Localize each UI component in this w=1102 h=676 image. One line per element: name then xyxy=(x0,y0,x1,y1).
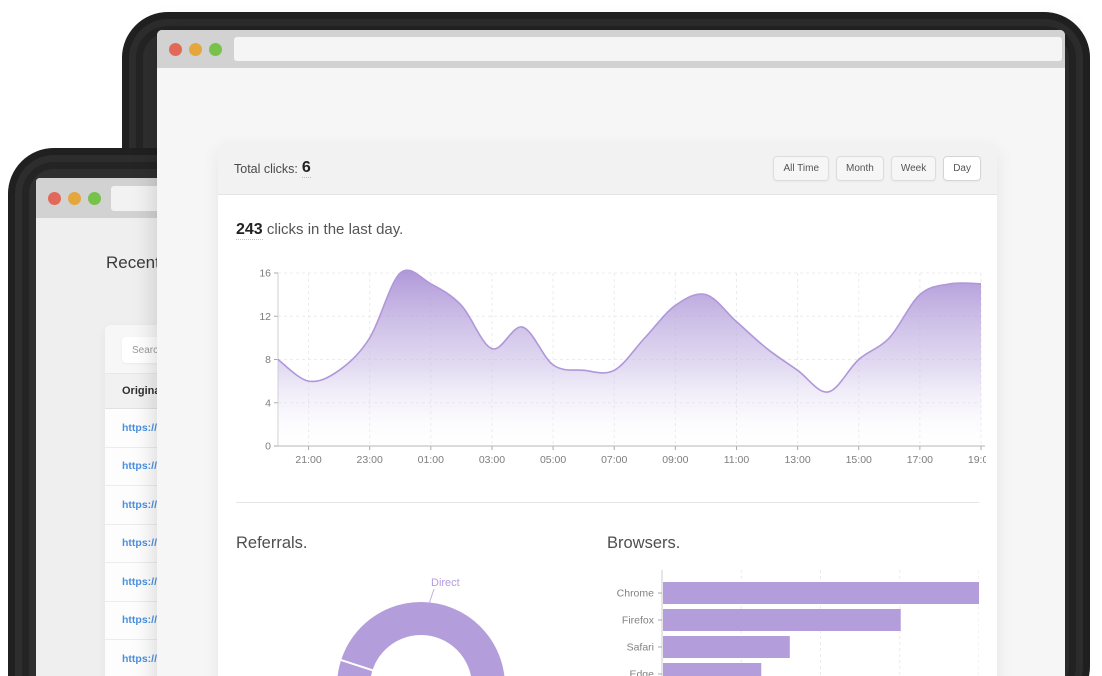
svg-text:Firefox: Firefox xyxy=(622,615,655,627)
original-url-link[interactable]: https:// xyxy=(122,537,157,550)
original-url-link[interactable]: https:// xyxy=(122,460,157,473)
clicks-headline: 243 clicks in the last day. xyxy=(236,221,979,240)
traffic-light-yellow-icon[interactable] xyxy=(189,42,202,56)
svg-text:13:00: 13:00 xyxy=(784,454,810,466)
analytics-card-header: Total clicks: 6 All Time Month Week Day xyxy=(218,143,997,195)
clicks-count: 243 xyxy=(236,221,263,240)
original-url-link[interactable]: https:// xyxy=(122,421,157,434)
filter-all-time-button[interactable]: All Time xyxy=(773,156,830,181)
svg-text:Direct: Direct xyxy=(431,577,460,589)
svg-text:4: 4 xyxy=(265,397,271,409)
section-divider xyxy=(236,502,979,503)
original-url-link[interactable]: https:// xyxy=(122,498,157,511)
recent-links-heading: Recent xyxy=(106,253,160,272)
svg-text:Chrome: Chrome xyxy=(617,588,655,600)
traffic-light-red-icon[interactable] xyxy=(48,191,61,205)
browsers-bar-chart: ChromeFirefoxSafariEdgeOther xyxy=(617,570,979,676)
front-browser-chrome xyxy=(157,30,1065,68)
svg-text:17:00: 17:00 xyxy=(907,454,933,466)
filter-month-button[interactable]: Month xyxy=(836,156,884,181)
window-controls xyxy=(48,191,101,205)
filter-day-button[interactable]: Day xyxy=(943,156,981,181)
svg-text:05:00: 05:00 xyxy=(540,454,566,466)
svg-text:11:00: 11:00 xyxy=(724,454,750,466)
clicks-headline-text: clicks in the last day. xyxy=(262,221,404,238)
svg-text:Safari: Safari xyxy=(627,642,654,654)
traffic-light-yellow-icon[interactable] xyxy=(68,191,81,205)
svg-text:Edge: Edge xyxy=(629,669,654,676)
time-range-filters: All Time Month Week Day xyxy=(773,156,981,181)
referrals-donut-chart: Direct xyxy=(337,577,505,676)
analytics-card-body: 243 clicks in the last day. 21:00 23:00 01… xyxy=(218,221,997,676)
svg-text:03:00: 03:00 xyxy=(479,454,505,466)
referrals-section: Referrals. Direct xyxy=(236,531,607,676)
traffic-light-green-icon[interactable] xyxy=(209,42,222,56)
total-clicks-label: Total clicks: xyxy=(234,161,298,176)
original-url-link[interactable]: https:// xyxy=(122,652,157,665)
original-url-link[interactable]: https:// xyxy=(122,614,157,627)
analytics-card: Total clicks: 6 All Time Month Week Day … xyxy=(218,143,997,676)
window-controls xyxy=(169,42,222,56)
traffic-light-green-icon[interactable] xyxy=(88,191,101,205)
svg-text:19:00: 19:00 xyxy=(968,454,986,466)
browsers-title: Browsers. xyxy=(607,534,681,552)
traffic-light-red-icon[interactable] xyxy=(169,42,182,56)
svg-text:0: 0 xyxy=(265,441,271,453)
address-bar[interactable] xyxy=(234,37,1062,61)
svg-text:15:00: 15:00 xyxy=(846,454,872,466)
filter-week-button[interactable]: Week xyxy=(890,156,937,181)
referrals-title: Referrals. xyxy=(236,534,308,552)
original-url-link[interactable]: https:// xyxy=(122,575,157,588)
front-browser-window: Total clicks: 6 All Time Month Week Day … xyxy=(157,30,1065,676)
svg-text:16: 16 xyxy=(259,268,271,280)
clicks-area-chart: 21:00 23:00 01:00 03:00 05:00 07:00 09:00 11:00… xyxy=(259,268,986,467)
total-clicks-value: 6 xyxy=(301,159,311,178)
svg-text:01:00: 01:00 xyxy=(418,454,444,466)
svg-text:21:00: 21:00 xyxy=(295,454,321,466)
svg-text:07:00: 07:00 xyxy=(601,454,627,466)
svg-text:23:00: 23:00 xyxy=(357,454,383,466)
dashboard-page: Total clicks: 6 All Time Month Week Day … xyxy=(157,68,1065,676)
browsers-section: Browsers. ChromeFirefoxSafariEdgeOther xyxy=(607,531,979,676)
svg-text:8: 8 xyxy=(265,354,271,366)
svg-text:12: 12 xyxy=(259,311,271,323)
svg-text:09:00: 09:00 xyxy=(662,454,688,466)
